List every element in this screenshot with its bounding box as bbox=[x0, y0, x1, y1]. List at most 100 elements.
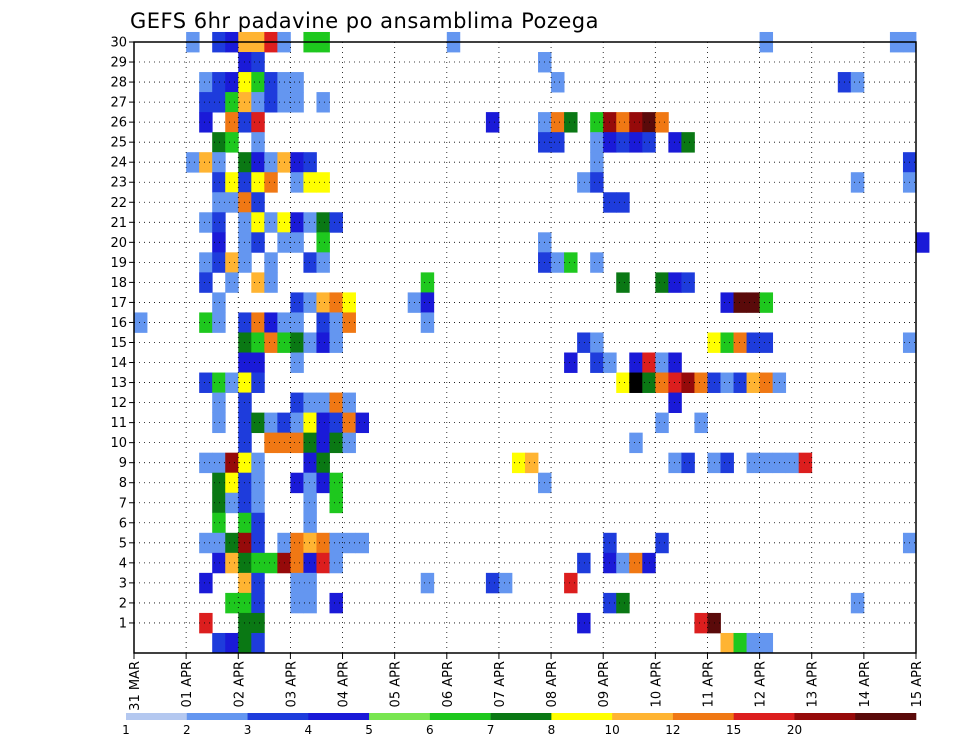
heat-cell bbox=[264, 272, 278, 293]
heat-cell bbox=[303, 532, 317, 554]
y-tick-label: 4 bbox=[119, 556, 127, 571]
heat-cell bbox=[629, 112, 643, 133]
heat-cell bbox=[564, 572, 578, 594]
colorbar-swatch bbox=[308, 713, 370, 720]
heat-cell bbox=[316, 392, 330, 413]
x-tick-label: 06 APR bbox=[441, 661, 456, 707]
heat-cell bbox=[850, 72, 865, 93]
y-tick-label: 11 bbox=[110, 416, 127, 431]
heat-cell bbox=[355, 412, 369, 434]
heat-cell bbox=[303, 492, 317, 514]
heat-cell bbox=[225, 452, 239, 474]
heat-cell bbox=[590, 252, 604, 273]
x-tick-label: 03 APR bbox=[284, 661, 299, 707]
x-tick-label: 12 APR bbox=[754, 661, 769, 707]
heat-cell bbox=[225, 112, 239, 133]
heat-cell bbox=[316, 232, 330, 253]
heat-cell bbox=[264, 432, 278, 454]
heat-cell bbox=[290, 352, 304, 373]
y-tick-label: 9 bbox=[119, 456, 127, 471]
colorbar-label: 1 bbox=[122, 723, 130, 737]
heat-cell bbox=[329, 412, 343, 434]
heat-cell bbox=[759, 632, 774, 654]
heat-cell bbox=[577, 552, 591, 574]
heat-cell bbox=[329, 592, 343, 614]
x-tick-label: 13 APR bbox=[806, 661, 821, 707]
heat-cell bbox=[616, 372, 630, 393]
heat-cell bbox=[303, 292, 317, 313]
heat-cell bbox=[251, 192, 265, 213]
heat-cell bbox=[225, 532, 239, 554]
y-tick-label: 21 bbox=[110, 216, 127, 231]
heat-cell bbox=[264, 412, 278, 434]
heat-cell bbox=[316, 172, 330, 193]
heat-cell bbox=[199, 372, 213, 393]
heat-cell bbox=[668, 132, 682, 153]
colorbar-label: 15 bbox=[726, 723, 741, 737]
heat-cell bbox=[290, 72, 304, 93]
heat-cell bbox=[316, 552, 330, 574]
y-tick-label: 14 bbox=[110, 356, 127, 371]
heat-cell bbox=[212, 632, 226, 654]
heat-cell bbox=[212, 72, 226, 93]
heat-cell bbox=[590, 332, 604, 353]
heat-cell bbox=[264, 552, 278, 574]
y-tick-label: 5 bbox=[119, 536, 127, 551]
heat-cell bbox=[251, 112, 265, 133]
colorbar-label: 2 bbox=[183, 723, 191, 737]
heat-cell bbox=[655, 372, 669, 393]
heat-cell bbox=[290, 312, 304, 333]
heat-cell bbox=[655, 112, 669, 133]
heat-cell bbox=[199, 452, 213, 474]
heat-cell bbox=[355, 532, 369, 554]
heat-cell bbox=[199, 612, 213, 634]
heat-cell bbox=[746, 332, 760, 353]
y-tick-label: 17 bbox=[110, 296, 127, 311]
heat-cell bbox=[225, 632, 239, 654]
heat-cell bbox=[264, 172, 278, 193]
y-tick-label: 15 bbox=[110, 336, 127, 351]
y-tick-label: 1 bbox=[119, 616, 127, 631]
heat-cell bbox=[668, 352, 682, 373]
heat-cell bbox=[303, 392, 317, 413]
heat-cell bbox=[681, 372, 695, 393]
x-axis-ticks: 31 MAR 01 APR 02 APR 03 APR 04 APR 05 APR 06 A… bbox=[128, 653, 925, 711]
y-tick-label: 27 bbox=[110, 96, 127, 111]
heat-cell bbox=[251, 472, 265, 494]
heat-cell bbox=[629, 352, 643, 373]
y-tick-label: 8 bbox=[119, 476, 127, 491]
heat-cell bbox=[290, 292, 304, 313]
heat-cell bbox=[251, 492, 265, 514]
y-tick-label: 10 bbox=[110, 436, 127, 451]
heat-cell bbox=[850, 592, 865, 614]
heat-cell bbox=[329, 472, 343, 494]
colorbar-swatch bbox=[733, 713, 795, 720]
colorbar-label: 4 bbox=[304, 723, 312, 737]
heat-cell bbox=[199, 212, 213, 233]
y-tick-label: 16 bbox=[110, 316, 127, 331]
heat-cell bbox=[264, 72, 278, 93]
x-tick-label: 02 APR bbox=[232, 661, 247, 707]
y-tick-label: 26 bbox=[110, 116, 127, 131]
heat-cell bbox=[186, 152, 200, 173]
heat-cell bbox=[303, 592, 317, 614]
heat-cell bbox=[251, 592, 265, 614]
heat-cell bbox=[238, 632, 252, 654]
heat-cell bbox=[785, 452, 800, 474]
heat-cell bbox=[212, 452, 226, 474]
heat-cell bbox=[225, 492, 239, 514]
heat-cell bbox=[629, 372, 643, 393]
heat-cell bbox=[590, 352, 604, 373]
heat-cell bbox=[316, 92, 330, 113]
heat-cell bbox=[316, 332, 330, 353]
heat-cell bbox=[329, 432, 343, 454]
heat-cell bbox=[590, 112, 604, 133]
heat-cell bbox=[316, 412, 330, 434]
heat-cell bbox=[525, 452, 539, 474]
heat-cell bbox=[720, 332, 734, 353]
heat-cell bbox=[329, 392, 343, 413]
y-tick-label: 6 bbox=[119, 516, 127, 531]
heat-cell bbox=[199, 532, 213, 554]
heat-cell bbox=[199, 72, 213, 93]
